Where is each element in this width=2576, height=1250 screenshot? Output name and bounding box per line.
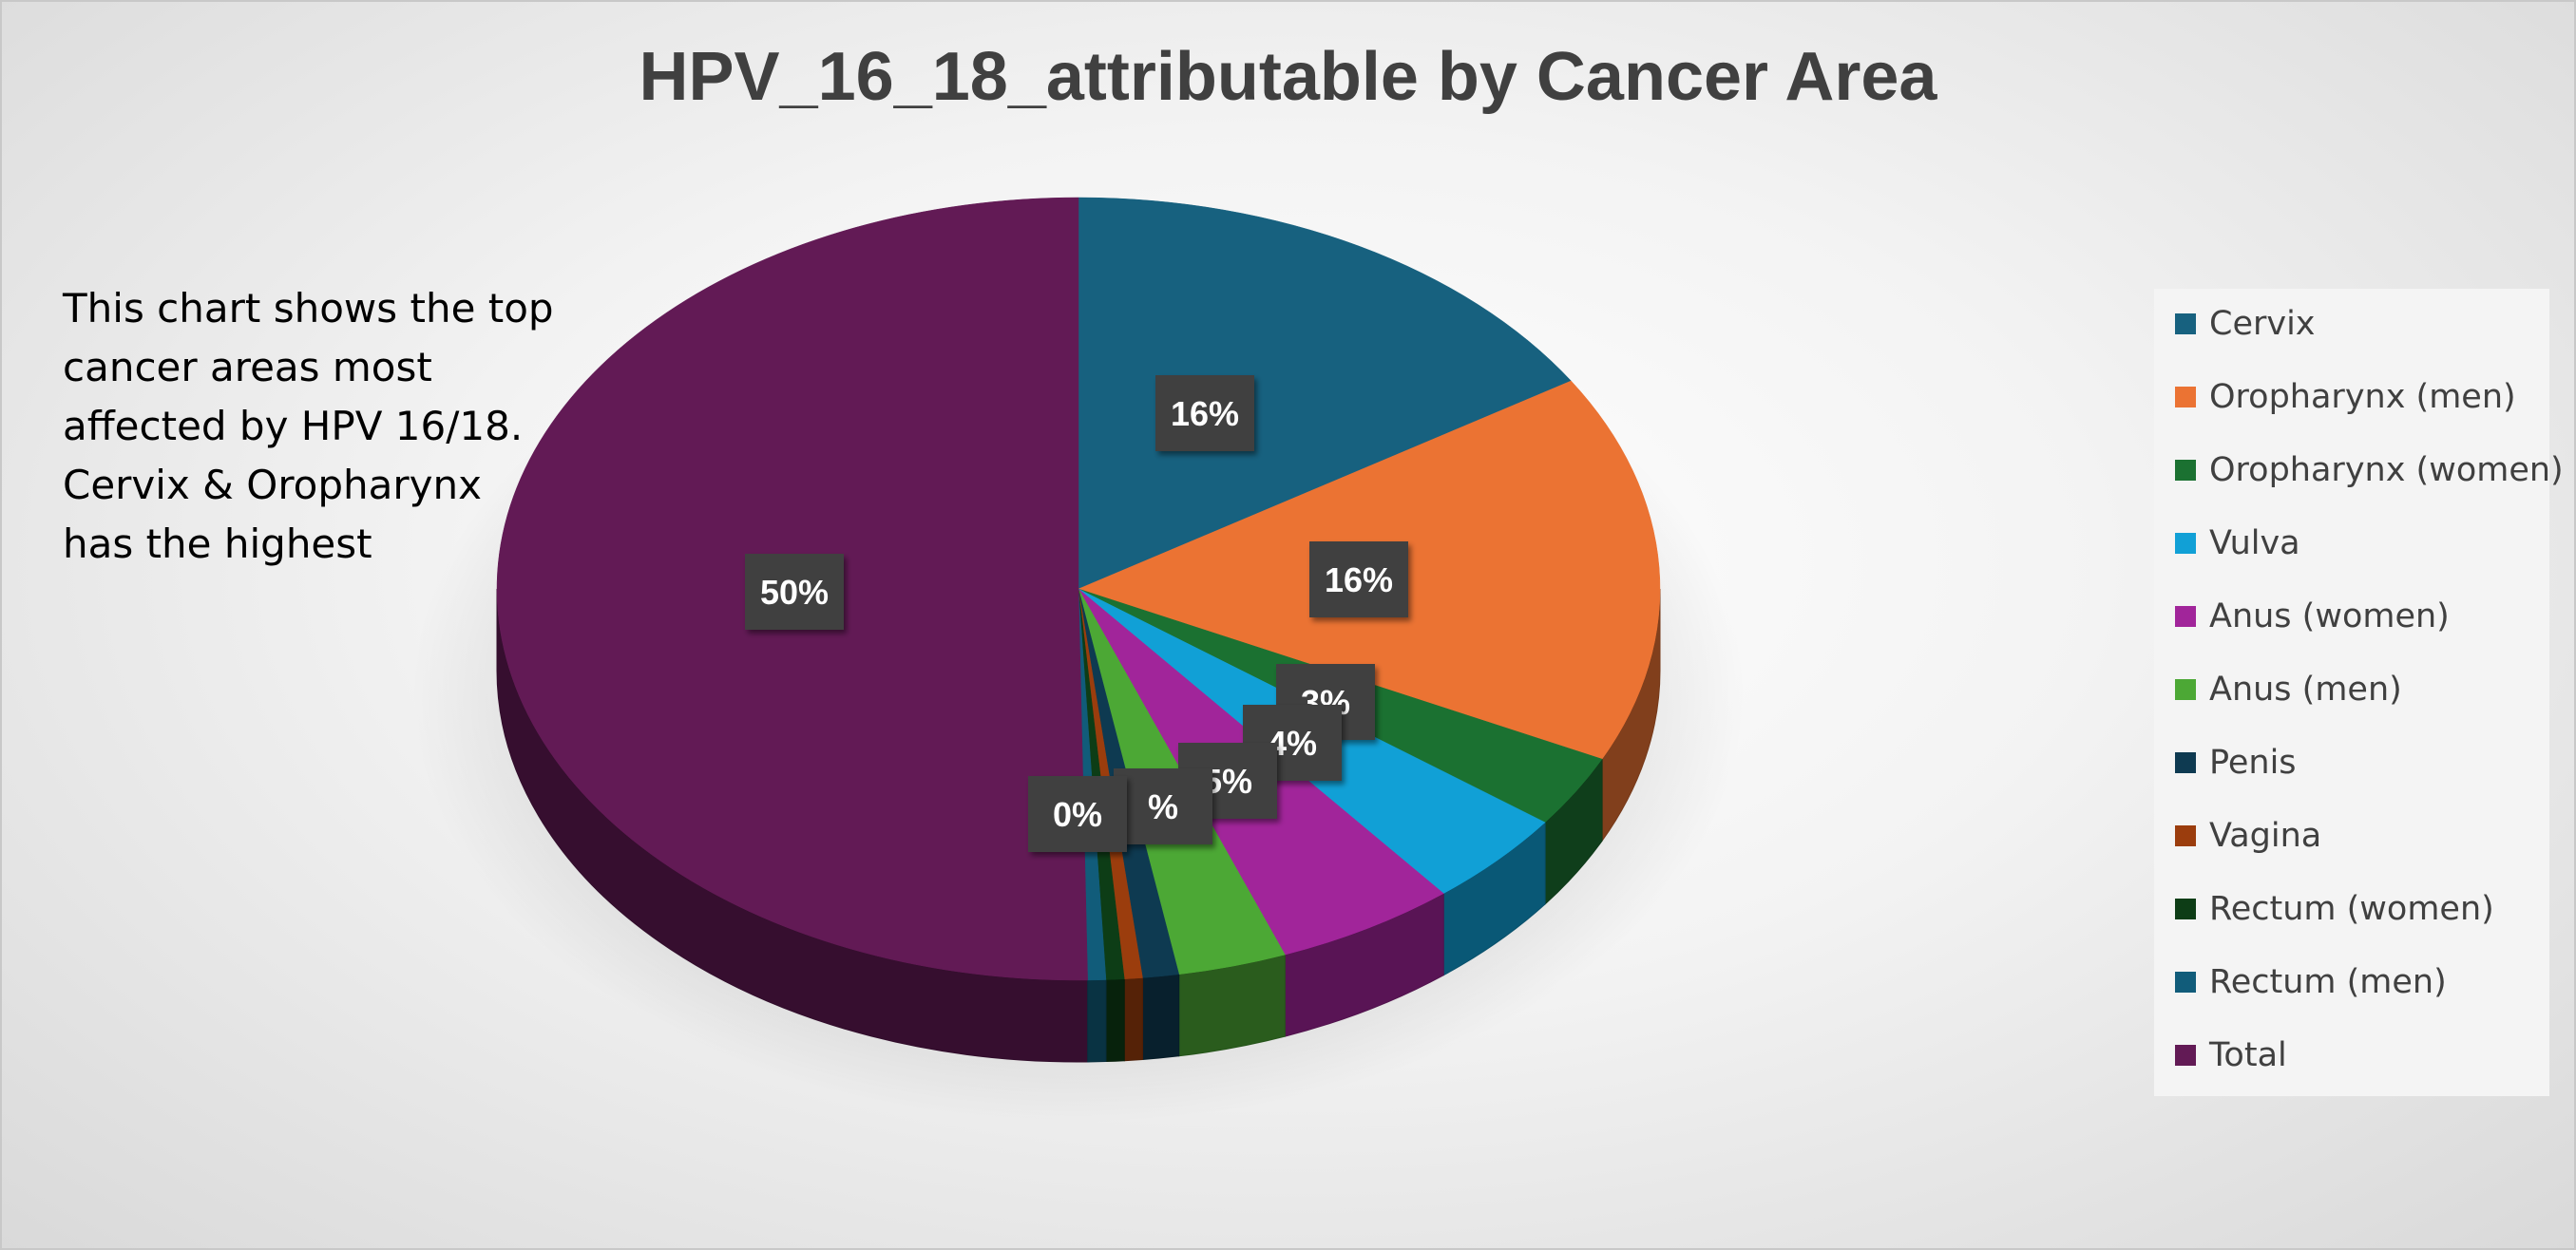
annotation-line: affected by HPV 16/18. <box>63 403 524 449</box>
legend-item: Penis <box>2175 739 2297 786</box>
annotation-line: This chart shows the top <box>63 285 554 331</box>
legend-item: Anus (men) <box>2175 666 2402 713</box>
legend-swatch-penis <box>2175 752 2196 773</box>
legend-item: Oropharynx (women) <box>2175 446 2564 494</box>
legend-label: Rectum (men) <box>2209 963 2447 1001</box>
legend-label: Anus (women) <box>2209 597 2450 635</box>
pie-slice-cervix[interactable] <box>1078 197 1572 590</box>
annotation-text: This chart shows the top cancer areas mo… <box>63 279 557 574</box>
legend-item: Cervix <box>2175 300 2316 348</box>
legend-swatch-anus-women <box>2175 606 2196 627</box>
legend-label: Oropharynx (men) <box>2209 378 2516 416</box>
data-label-oropharynx-men: 16% <box>1325 560 1393 599</box>
chart-title: HPV_16_18_attributable by Cancer Area <box>639 39 1937 115</box>
data-label-box <box>1309 541 1408 617</box>
legend-item: Rectum (men) <box>2175 958 2447 1006</box>
legend-item: Vagina <box>2175 812 2321 860</box>
legend-label: Cervix <box>2209 305 2316 343</box>
data-label-group: 50% <box>745 554 844 630</box>
legend-swatch-anus-men <box>2175 679 2196 700</box>
pie-slice-side-rectum-men <box>1087 979 1107 1063</box>
pie-slice-side-rectum-women <box>1105 978 1125 1063</box>
legend-item: Oropharynx (men) <box>2175 373 2516 421</box>
data-label-box <box>745 554 844 630</box>
legend-swatch-rectum-women <box>2175 899 2196 919</box>
legend: Cervix Oropharynx (men) Oropharynx (wome… <box>2154 289 2564 1096</box>
legend-item: Total <box>2175 1032 2287 1079</box>
data-label-group: 16% <box>1309 541 1408 617</box>
annotation-line: Cervix & Oropharynx <box>63 462 482 508</box>
legend-swatch-oropharynx-women <box>2175 460 2196 481</box>
legend-label: Vagina <box>2209 817 2322 855</box>
legend-label: Anus (men) <box>2209 671 2402 709</box>
pie-slice-side-vagina <box>1123 976 1143 1062</box>
legend-label: Rectum (women) <box>2209 890 2494 928</box>
data-label-group: % <box>1114 768 1212 844</box>
legend-swatch-rectum-men <box>2175 972 2196 993</box>
annotation-line: cancer areas most <box>63 344 432 390</box>
data-label-box <box>1028 776 1127 852</box>
legend-item: Vulva <box>2175 520 2300 567</box>
legend-item: Anus (women) <box>2175 593 2450 640</box>
data-label-box <box>1114 768 1212 844</box>
legend-swatch-vulva <box>2175 533 2196 554</box>
legend-label: Vulva <box>2209 524 2300 562</box>
data-label-group: 0% <box>1028 776 1127 852</box>
legend-swatch-vagina <box>2175 825 2196 846</box>
data-label-total: 50% <box>760 573 829 612</box>
data-label-box <box>1155 375 1254 451</box>
legend-item: Rectum (women) <box>2175 885 2494 933</box>
pie-slice-side-penis <box>1141 974 1180 1061</box>
annotation-line: has the highest <box>63 521 372 567</box>
data-label-vagina: 0% <box>1053 795 1102 834</box>
legend-label: Penis <box>2209 744 2297 782</box>
legend-swatch-cervix <box>2175 313 2196 334</box>
data-label-cervix: 16% <box>1171 394 1239 433</box>
legend-swatch-oropharynx-men <box>2175 387 2196 407</box>
legend-label: Total <box>2209 1036 2287 1074</box>
data-label-penis: % <box>1148 787 1178 826</box>
legend-label: Oropharynx (women) <box>2209 451 2564 489</box>
data-label-group: 16% <box>1155 375 1254 451</box>
legend-swatch-total <box>2175 1045 2196 1066</box>
